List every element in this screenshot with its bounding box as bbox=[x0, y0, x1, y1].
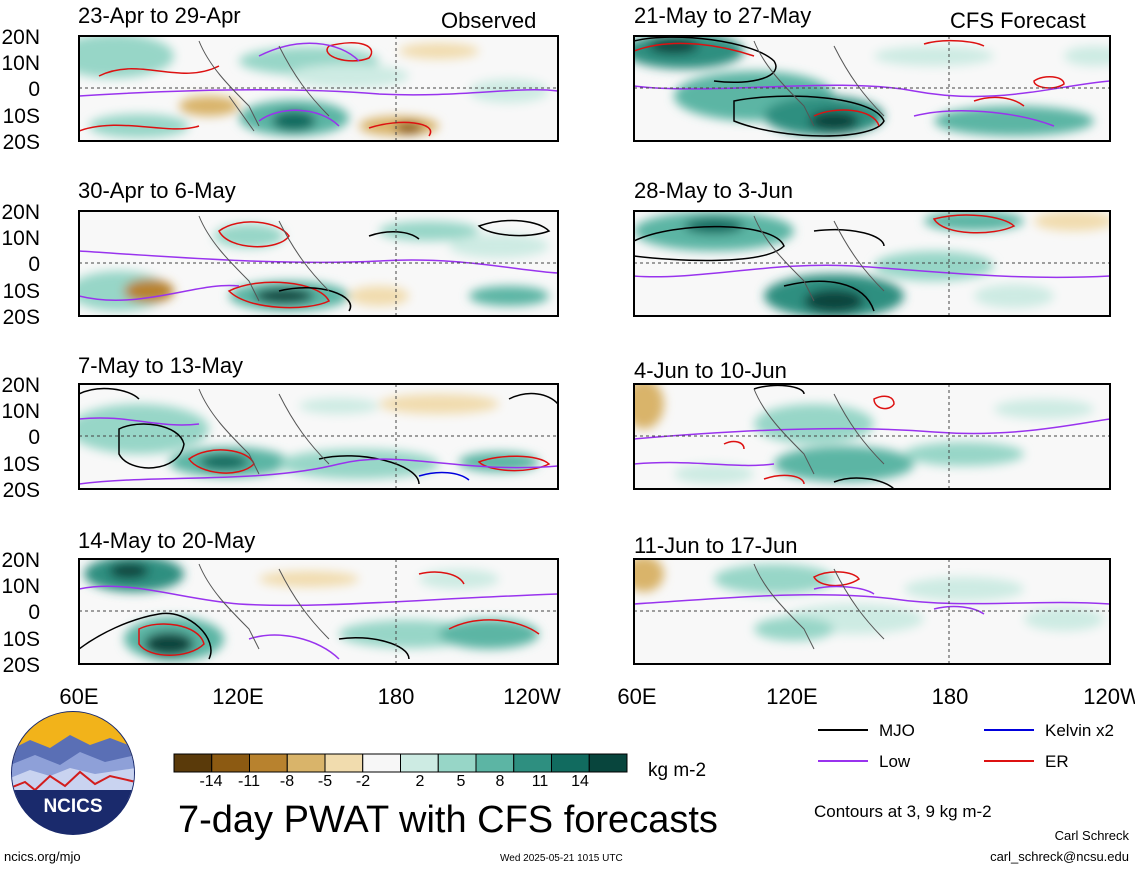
lat-label: 0 bbox=[28, 78, 40, 101]
map-panel-2 bbox=[78, 210, 559, 317]
lat-label: 10N bbox=[1, 52, 40, 75]
main-title: 7-day PWAT with CFS forecasts bbox=[178, 799, 718, 841]
colorbar bbox=[173, 753, 628, 778]
panel-5-title: 21-May to 27-May bbox=[634, 3, 812, 28]
legend-label-low: Low bbox=[879, 752, 911, 771]
colorbar-swatches bbox=[173, 753, 628, 773]
lon-label-right-120w: 120W bbox=[1083, 684, 1135, 709]
colorbar-swatch bbox=[211, 753, 250, 773]
panel-7-title: 4-Jun to 10-Jun bbox=[634, 358, 787, 383]
lat-label: 10N bbox=[1, 227, 40, 250]
lat-label: 0 bbox=[28, 426, 40, 449]
lat-label: 20N bbox=[1, 374, 40, 397]
colorbar-swatch bbox=[173, 753, 213, 773]
map-panel-5 bbox=[633, 35, 1111, 142]
map-panel-7 bbox=[633, 383, 1111, 490]
panel-5-tag: CFS Forecast bbox=[950, 8, 1086, 33]
panel-3-title: 7-May to 13-May bbox=[78, 353, 244, 378]
contours-note: Contours at 3, 9 kg m-2 bbox=[814, 802, 992, 821]
lat-label: 0 bbox=[28, 601, 40, 624]
lon-label-right-120e: 120E bbox=[766, 684, 818, 709]
legend-label-er: ER bbox=[1045, 752, 1069, 771]
map-panel-4 bbox=[78, 558, 559, 665]
colorbar-tick-label: 2 bbox=[415, 773, 425, 790]
colorbar-tick-label: 11 bbox=[531, 773, 549, 790]
lat-label: 20S bbox=[2, 479, 40, 502]
lat-label: 20S bbox=[2, 131, 40, 154]
panel-1-title: 23-Apr to 29-Apr bbox=[78, 3, 241, 28]
colorbar-tick-label: -5 bbox=[317, 773, 333, 790]
colorbar-tick-label: 14 bbox=[571, 773, 589, 790]
colorbar-swatch bbox=[249, 753, 288, 773]
map-panels bbox=[78, 35, 1111, 665]
colorbar-tick-label: -8 bbox=[279, 773, 295, 790]
logo-text: NCICS bbox=[43, 796, 102, 817]
map-panel-1 bbox=[78, 35, 559, 142]
lat-label: 10S bbox=[2, 280, 40, 303]
author: Carl Schreck bbox=[1054, 828, 1129, 843]
lat-label: 10S bbox=[2, 453, 40, 476]
timestamp: Wed 2025-05-21 1015 UTC bbox=[500, 853, 623, 864]
colorbar-swatch bbox=[475, 753, 515, 773]
panel-1-tag: Observed bbox=[441, 8, 537, 33]
colorbar-swatch bbox=[551, 753, 590, 773]
lat-label: 20N bbox=[1, 549, 40, 572]
colorbar-unit: kg m-2 bbox=[648, 760, 707, 781]
map-panel-6 bbox=[633, 210, 1111, 317]
map-panel-3 bbox=[78, 383, 559, 490]
colorbar-swatch bbox=[362, 753, 401, 773]
lon-label-left-120w: 120W bbox=[503, 684, 561, 709]
lat-label: 10N bbox=[1, 400, 40, 423]
colorbar-swatch bbox=[324, 753, 364, 773]
lat-label: 10N bbox=[1, 575, 40, 598]
panel-2-title: 30-Apr to 6-May bbox=[78, 178, 236, 203]
lat-label: 20S bbox=[2, 654, 40, 677]
legend-swatch-kelvin bbox=[984, 729, 1034, 731]
lat-label: 10S bbox=[2, 628, 40, 651]
panel-8-title: 11-Jun to 17-Jun bbox=[634, 533, 798, 558]
panel-6-title: 28-May to 3-Jun bbox=[634, 178, 793, 203]
panel-4-title: 14-May to 20-May bbox=[78, 528, 256, 553]
colorbar-tick-label: -11 bbox=[238, 773, 260, 790]
lat-label: 20N bbox=[1, 201, 40, 224]
lat-label: 10S bbox=[2, 105, 40, 128]
colorbar-swatch bbox=[437, 753, 477, 773]
legend-swatch-mjo bbox=[818, 729, 868, 731]
website: ncics.org/mjo bbox=[4, 849, 81, 864]
lat-label: 20S bbox=[2, 306, 40, 329]
author-email: carl_schreck@ncsu.edu bbox=[990, 849, 1129, 864]
lon-label-left-180: 180 bbox=[377, 684, 415, 709]
lat-label: 0 bbox=[28, 253, 40, 276]
lon-label-right-180: 180 bbox=[931, 684, 969, 709]
legend-label-kelvin: Kelvin x2 bbox=[1045, 721, 1114, 740]
colorbar-swatch bbox=[400, 753, 439, 773]
ncics-logo: NCICS bbox=[11, 711, 135, 835]
legend-label-mjo: MJO bbox=[879, 721, 915, 740]
colorbar-swatch bbox=[513, 753, 552, 773]
lon-label-left-120e: 120E bbox=[212, 684, 264, 709]
colorbar-tick-label: -14 bbox=[199, 773, 223, 790]
colorbar-tick-label: -2 bbox=[355, 773, 371, 790]
colorbar-swatch bbox=[588, 753, 628, 773]
colorbar-tick-label: 8 bbox=[495, 773, 505, 790]
legend-swatch-er bbox=[984, 760, 1034, 762]
colorbar-tick-label: 5 bbox=[456, 773, 466, 790]
colorbar-swatch bbox=[286, 753, 326, 773]
lat-label: 20N bbox=[1, 26, 40, 49]
lon-label-right-60e: 60E bbox=[617, 684, 657, 709]
map-panel-8 bbox=[633, 558, 1111, 665]
legend-swatch-low bbox=[818, 760, 868, 762]
lon-label-left-60e: 60E bbox=[59, 684, 99, 709]
